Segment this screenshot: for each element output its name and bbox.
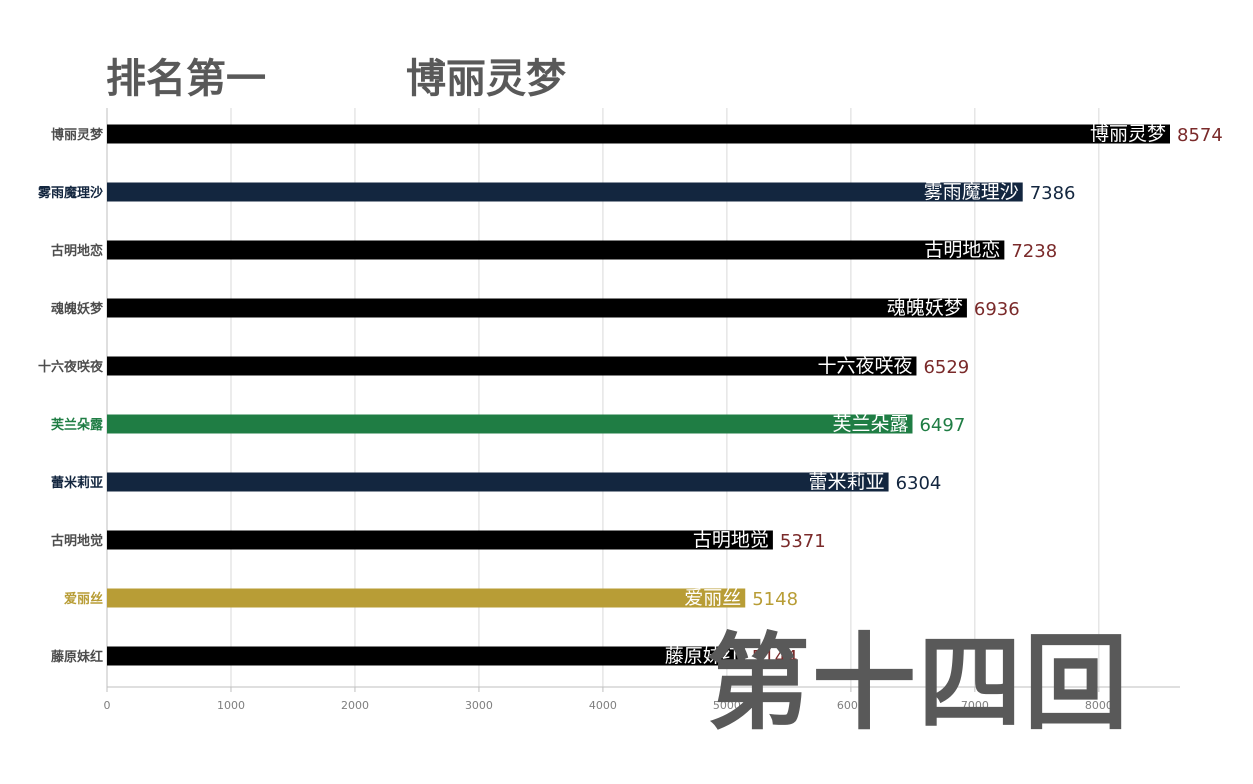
value-label: 5144 [752,647,798,668]
bar-name-label: 魂魄妖梦 [887,297,963,319]
value-label: 5371 [780,531,826,552]
x-tick-label: 4000 [589,699,617,712]
category-label: 蕾米莉亚 [51,475,103,491]
bar [107,298,967,318]
rank-label: 排名第一 [106,56,266,102]
bar-name-label: 十六夜咲夜 [817,355,912,377]
bar [107,472,889,492]
bar-name-label: 雾雨魔理沙 [924,181,1019,203]
category-label: 魂魄妖梦 [51,301,104,317]
value-label: 5148 [752,589,798,610]
bar [107,124,1170,144]
category-label: 古明地觉 [51,533,103,549]
value-label: 6529 [923,357,969,378]
x-tick-label: 6000 [837,699,865,712]
x-tick-label: 3000 [465,699,493,712]
value-label: 7386 [1030,183,1076,204]
bar [107,356,917,376]
bar [107,414,913,434]
category-label: 雾雨魔理沙 [37,185,103,201]
bar-name-label: 博丽灵梦 [1090,123,1166,145]
bar [107,240,1005,260]
value-label: 6304 [896,473,942,494]
round-label: 第十四回 [706,622,1131,744]
bar-name-label: 藤原妹红 [665,645,741,667]
category-label: 十六夜咲夜 [38,359,104,375]
bar [107,530,773,550]
category-label: 藤原妹红 [51,649,103,665]
bar-name-label: 古明地恋 [924,239,1000,261]
leader-name: 博丽灵梦 [406,56,566,102]
category-label: 博丽灵梦 [51,127,104,143]
bar-name-label: 蕾米莉亚 [809,471,885,493]
x-tick-label: 7000 [961,699,989,712]
bar-name-label: 芙兰朵露 [832,413,908,435]
bar [107,182,1023,202]
bar-name-label: 爱丽丝 [684,587,741,609]
category-label: 芙兰朵露 [51,417,104,433]
value-label: 7238 [1011,241,1057,262]
value-label: 6497 [919,415,965,436]
bar [107,588,746,608]
x-tick-label: 5000 [713,699,741,712]
x-tick-label: 0 [104,699,111,712]
x-tick-label: 2000 [341,699,369,712]
value-label: 8574 [1177,125,1223,146]
category-label: 古明地恋 [51,243,103,259]
category-label: 爱丽丝 [64,591,103,607]
bar [107,646,745,666]
x-tick-label: 8000 [1085,699,1113,712]
chart-headline: 排名第一 博丽灵梦 [106,46,566,102]
bar-name-label: 古明地觉 [693,529,769,551]
value-label: 6936 [974,299,1020,320]
x-tick-label: 1000 [217,699,245,712]
